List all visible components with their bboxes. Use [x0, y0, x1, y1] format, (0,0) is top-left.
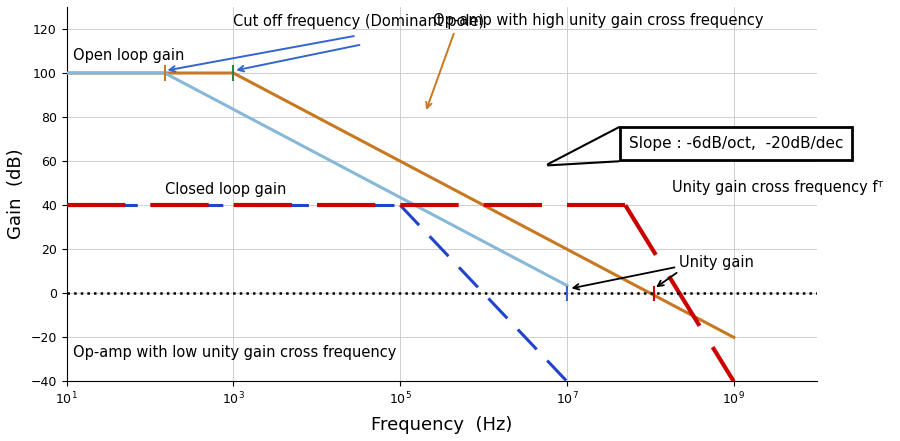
X-axis label: Frequency  (Hz): Frequency (Hz) — [371, 416, 513, 434]
Text: Slope : -6dB/oct,  -20dB/dec: Slope : -6dB/oct, -20dB/dec — [629, 136, 843, 151]
Y-axis label: Gain  (dB): Gain (dB) — [7, 149, 25, 239]
Text: Open loop gain: Open loop gain — [73, 48, 184, 63]
Text: Op-amp with low unity gain cross frequency: Op-amp with low unity gain cross frequen… — [73, 345, 397, 360]
Text: Op-amp with high unity gain cross frequency: Op-amp with high unity gain cross freque… — [434, 13, 764, 28]
Text: Unity gain: Unity gain — [679, 255, 754, 270]
Text: Unity gain cross frequency fᵀ: Unity gain cross frequency fᵀ — [671, 180, 883, 195]
Text: Cut off frequency (Dominant pole): Cut off frequency (Dominant pole) — [233, 14, 484, 29]
Text: Closed loop gain: Closed loop gain — [165, 182, 286, 197]
